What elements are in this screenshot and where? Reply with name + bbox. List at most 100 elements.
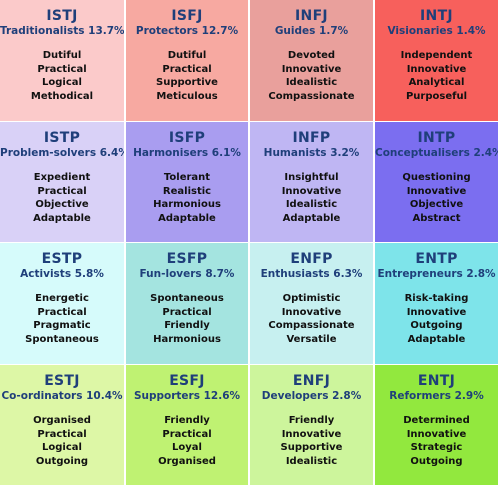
trait: Questioning [402, 172, 471, 183]
trait: Practical [162, 428, 212, 440]
trait: Risk-taking [404, 293, 469, 304]
type-code: ESTJ [44, 373, 80, 389]
trait-list: Determined Innovative Strategic Outgoing [375, 414, 498, 468]
trait: Innovative [281, 63, 342, 75]
trait: Pragmatic [33, 320, 91, 331]
type-cell-enfj: ENFJ Developers 2.8% Friendly Innovative Sup… [250, 365, 373, 485]
type-code: ISFP [168, 130, 206, 146]
type-cell-isfj: ISFJ Protectors 12.7% Dutiful Practical Supp… [126, 0, 248, 121]
trait-list: Friendly Practical Loyal Organised [126, 414, 248, 468]
trait: Logical [42, 442, 82, 453]
type-code: INTP [417, 130, 456, 146]
type-code: ISFJ [171, 8, 203, 24]
trait: Supportive [156, 77, 218, 88]
type-code: ENFJ [292, 373, 331, 389]
trait: Determined [403, 415, 470, 426]
trait-list: Organised Practical Logical Outgoing [0, 414, 124, 468]
trait: Outgoing [410, 455, 463, 467]
type-role: Co-ordinators 10.4% [1, 390, 123, 402]
trait: Logical [42, 77, 82, 88]
trait: Friendly [288, 415, 335, 426]
trait: Innovative [406, 63, 467, 75]
trait: Innovative [406, 185, 467, 197]
trait: Outgoing [410, 320, 463, 331]
trait: Loyal [172, 442, 202, 453]
type-cell-entp: ENTP Entrepreneurs 2.8% Risk-taking Innovat… [375, 243, 498, 364]
type-cell-isfp: ISFP Harmonisers 6.1% Tolerant Realistic Har… [126, 122, 248, 242]
type-role: Fun-lovers 8.7% [139, 268, 235, 280]
trait: Practical [37, 63, 87, 75]
trait: Adaptable [33, 212, 91, 224]
trait-list: Expedient Practical Objective Adaptable [0, 171, 124, 225]
trait: Practical [37, 306, 87, 318]
type-cell-istp: ISTP Problem-solvers 6.4% Expedient Practic… [0, 122, 124, 242]
trait: Meticulous [156, 90, 218, 102]
trait: Strategic [410, 442, 463, 453]
trait-list: Dutiful Practical Logical Methodical [0, 49, 124, 103]
trait: Objective [409, 199, 464, 210]
trait: Idealistic [285, 455, 338, 467]
trait-list: Dutiful Practical Supportive Meticulous [126, 49, 248, 103]
trait: Abstract [412, 212, 461, 224]
type-cell-esfj: ESFJ Supporters 12.6% Friendly Practical Loy… [126, 365, 248, 485]
trait: Energetic [35, 293, 89, 304]
type-code: ENTP [415, 251, 458, 267]
trait: Purposeful [405, 90, 468, 102]
trait: Harmonious [153, 199, 221, 210]
type-code: ESTP [41, 251, 83, 267]
trait: Innovative [406, 428, 467, 440]
type-role: Conceptualisers 2.4% [375, 147, 498, 159]
type-role: Supporters 12.6% [133, 390, 241, 402]
trait-list: Risk-taking Innovative Outgoing Adaptable [375, 292, 498, 346]
trait-list: Insightful Innovative Idealistic Adaptable [250, 171, 373, 225]
trait: Practical [162, 63, 212, 75]
type-code: ISTP [43, 130, 81, 146]
type-cell-enfp: ENFP Enthusiasts 6.3% Optimistic Innovative… [250, 243, 373, 364]
trait-list: Independent Innovative Analytical Purposefu… [375, 49, 498, 103]
type-code: ENFP [290, 251, 333, 267]
type-code: ESFJ [169, 373, 205, 389]
type-role: Entrepreneurs 2.8% [377, 268, 496, 280]
trait: Versatile [286, 333, 337, 345]
type-role: Problem-solvers 6.4% [0, 147, 124, 159]
type-code: ENTJ [417, 373, 456, 389]
trait: Practical [37, 185, 87, 197]
trait: Idealistic [285, 77, 338, 88]
type-role: Traditionalists 13.7% [0, 25, 124, 37]
trait-list: Energetic Practical Pragmatic Spontaneous [0, 292, 124, 346]
trait: Practical [162, 306, 212, 318]
trait: Realistic [162, 185, 212, 197]
type-role: Protectors 12.7% [135, 25, 239, 37]
type-role: Guides 1.7% [274, 25, 349, 37]
trait: Supportive [280, 442, 343, 453]
type-code: INTJ [420, 8, 453, 24]
trait: Outgoing [35, 455, 89, 467]
trait: Tolerant [163, 172, 211, 183]
type-code: ISTJ [46, 8, 78, 24]
trait: Spontaneous [25, 333, 99, 345]
type-role: Developers 2.8% [261, 390, 362, 402]
trait-list: Questioning Innovative Objective Abstract [375, 171, 498, 225]
trait: Compassionate [268, 90, 355, 102]
trait: Devoted [287, 50, 336, 61]
type-cell-intj: INTJ Visionaries 1.4% Independent Innovativ… [375, 0, 498, 121]
trait: Analytical [408, 77, 465, 88]
type-role: Enthusiasts 6.3% [260, 268, 363, 280]
trait: Organised [158, 455, 216, 467]
trait: Spontaneous [150, 293, 224, 304]
trait: Adaptable [158, 212, 216, 224]
trait: Methodical [30, 90, 94, 102]
trait: Insightful [284, 172, 339, 183]
type-cell-estj: ESTJ Co-ordinators 10.4% Organised Practica… [0, 365, 124, 485]
trait: Innovative [281, 185, 342, 197]
type-role: Activists 5.8% [20, 268, 104, 280]
type-cell-intp: INTP Conceptualisers 2.4% Questioning Innov… [375, 122, 498, 242]
type-cell-esfp: ESFP Fun-lovers 8.7% Spontaneous Practical F… [126, 243, 248, 364]
trait-list: Optimistic Innovative Compassionate Versati… [250, 292, 373, 346]
type-cell-infp: INFP Humanists 3.2% Insightful Innovative Id… [250, 122, 373, 242]
type-cell-entj: ENTJ Reformers 2.9% Determined Innovative St… [375, 365, 498, 485]
trait: Friendly [164, 415, 210, 426]
trait: Adaptable [282, 212, 341, 224]
trait: Adaptable [407, 333, 466, 345]
